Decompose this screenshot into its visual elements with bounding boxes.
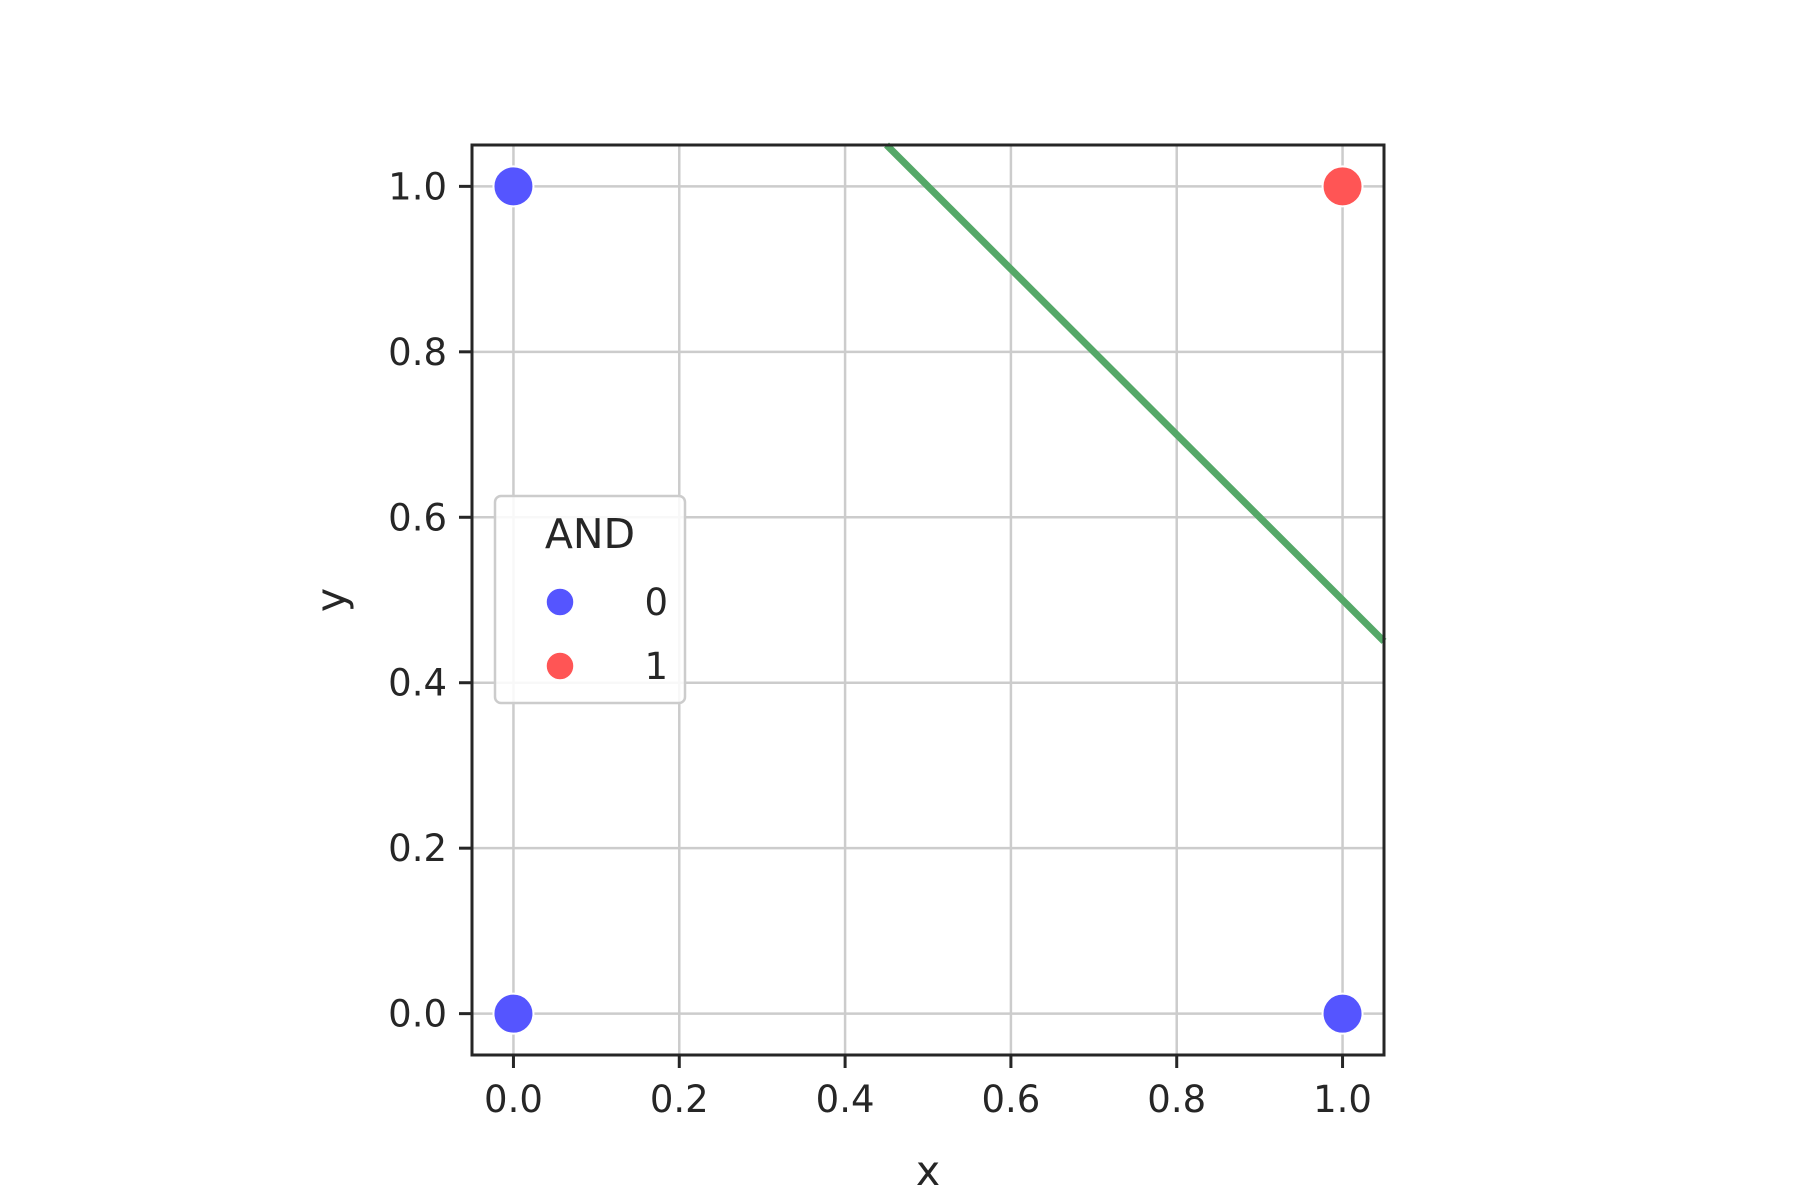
legend-box (493, 494, 687, 705)
legend-label-1: 1 (644, 645, 668, 688)
data-points (492, 165, 1364, 1035)
decision-line-group (884, 142, 1387, 644)
x-tick-label: 0.2 (650, 1078, 709, 1121)
data-point-class-1 (1321, 165, 1364, 208)
axis-ticks: 0.0 0.2 0.4 0.6 0.8 1.0 0.0 0.2 0.4 0.6 0.8 1.0 (388, 165, 1372, 1121)
x-tick-label: 0.6 (981, 1078, 1040, 1121)
legend-marker-0 (545, 587, 575, 617)
y-tick-label: 0.2 (388, 827, 447, 870)
data-point-class-0 (1321, 992, 1364, 1035)
x-axis-label: x (916, 1147, 940, 1195)
y-tick-label: 0.6 (388, 496, 447, 539)
x-tick-label: 0.8 (1147, 1078, 1206, 1121)
data-point-class-0 (492, 165, 535, 208)
x-tick-label: 0.4 (816, 1078, 875, 1121)
data-point-class-0 (492, 992, 535, 1035)
y-axis-label: y (307, 588, 355, 612)
legend-marker-1 (545, 651, 575, 681)
y-tick-label: 0.8 (388, 331, 447, 374)
y-tick-label: 0.4 (388, 662, 447, 705)
plot-frame (470, 143, 1386, 1057)
x-tick-label: 1.0 (1313, 1078, 1372, 1121)
y-tick-label: 0.0 (388, 993, 447, 1036)
x-tick-label: 0.0 (484, 1078, 543, 1121)
legend-title: AND (545, 510, 635, 558)
legend-label-0: 0 (644, 581, 668, 624)
decision-boundary-line (884, 142, 1387, 644)
y-tick-label: 1.0 (388, 165, 447, 208)
